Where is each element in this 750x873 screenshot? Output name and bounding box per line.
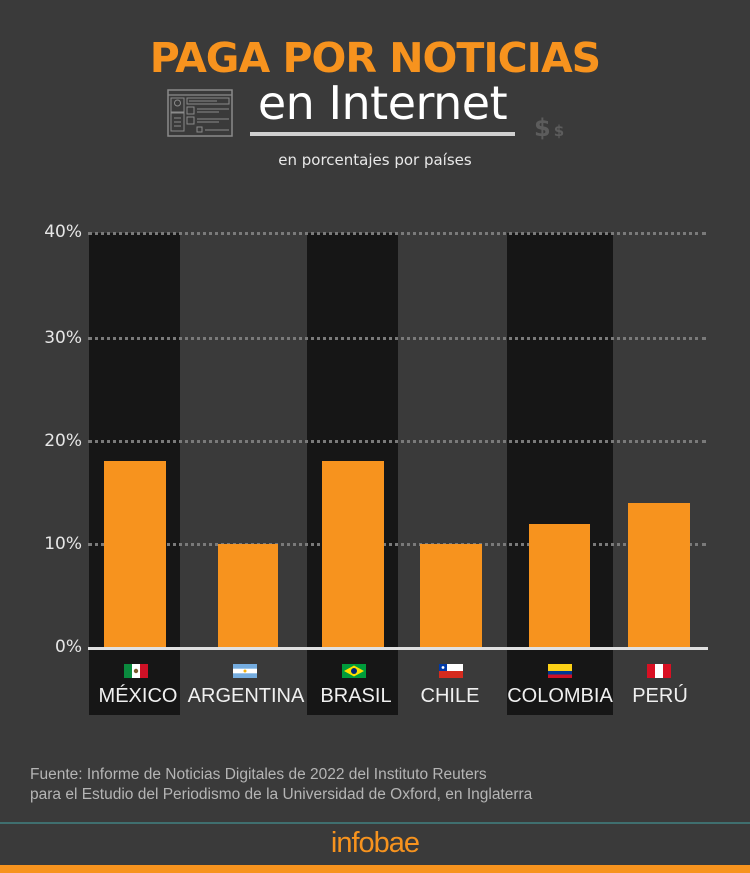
chile-flag-icon bbox=[439, 664, 463, 678]
footer-accent-bar bbox=[0, 865, 750, 873]
gridline-40 bbox=[88, 232, 706, 235]
y-tick-label: 10% bbox=[44, 534, 82, 554]
gridline-20 bbox=[88, 440, 706, 443]
source-line-2: para el Estudio del Periodismo de la Uni… bbox=[30, 786, 533, 803]
y-tick-label: 40% bbox=[44, 222, 82, 242]
bar-colombia bbox=[529, 523, 590, 648]
x-label-brasil: BRASIL bbox=[320, 685, 392, 707]
browser-window-icon bbox=[167, 89, 233, 137]
x-label-peru: PERÚ bbox=[632, 685, 688, 707]
infobae-logo: infobae bbox=[330, 827, 420, 859]
bar-brasil bbox=[322, 461, 384, 648]
dollar-sign-icon: $ $ bbox=[534, 114, 564, 142]
dollar-small: $ bbox=[553, 122, 565, 140]
mexico-flag-icon bbox=[124, 664, 148, 678]
peru-flag-icon bbox=[647, 664, 671, 678]
source-line-1: Fuente: Informe de Noticias Digitales de… bbox=[30, 766, 487, 783]
x-axis-baseline bbox=[88, 647, 708, 650]
chart-title-line2: en Internet bbox=[257, 76, 508, 130]
chart-title: PAGA POR NOTICIAS bbox=[149, 34, 601, 82]
bar-peru bbox=[628, 502, 690, 648]
gridline-30 bbox=[88, 337, 706, 340]
bar-chile bbox=[420, 544, 482, 648]
dollar-big: $ bbox=[534, 114, 551, 142]
y-tick-label: 0% bbox=[55, 637, 82, 657]
bar-argentina bbox=[218, 544, 278, 648]
chart-subtitle: en porcentajes por países bbox=[278, 151, 472, 169]
x-label-argentina: ARGENTINA bbox=[187, 685, 305, 707]
title-underline bbox=[250, 132, 515, 136]
brazil-flag-icon bbox=[342, 664, 366, 678]
x-label-chile: CHILE bbox=[420, 685, 480, 707]
colombia-flag-icon bbox=[548, 664, 572, 678]
y-tick-label: 20% bbox=[44, 431, 82, 451]
footer-divider bbox=[0, 822, 750, 824]
gridline-10 bbox=[88, 543, 706, 546]
source-note: Fuente: Informe de Noticias Digitales de… bbox=[30, 765, 532, 805]
x-label-mexico: MÉXICO bbox=[98, 685, 178, 707]
bar-mexico bbox=[104, 461, 166, 648]
y-tick-label: 30% bbox=[44, 328, 82, 348]
argentina-flag-icon bbox=[233, 664, 257, 678]
x-label-colombia: COLOMBIA bbox=[507, 685, 613, 707]
